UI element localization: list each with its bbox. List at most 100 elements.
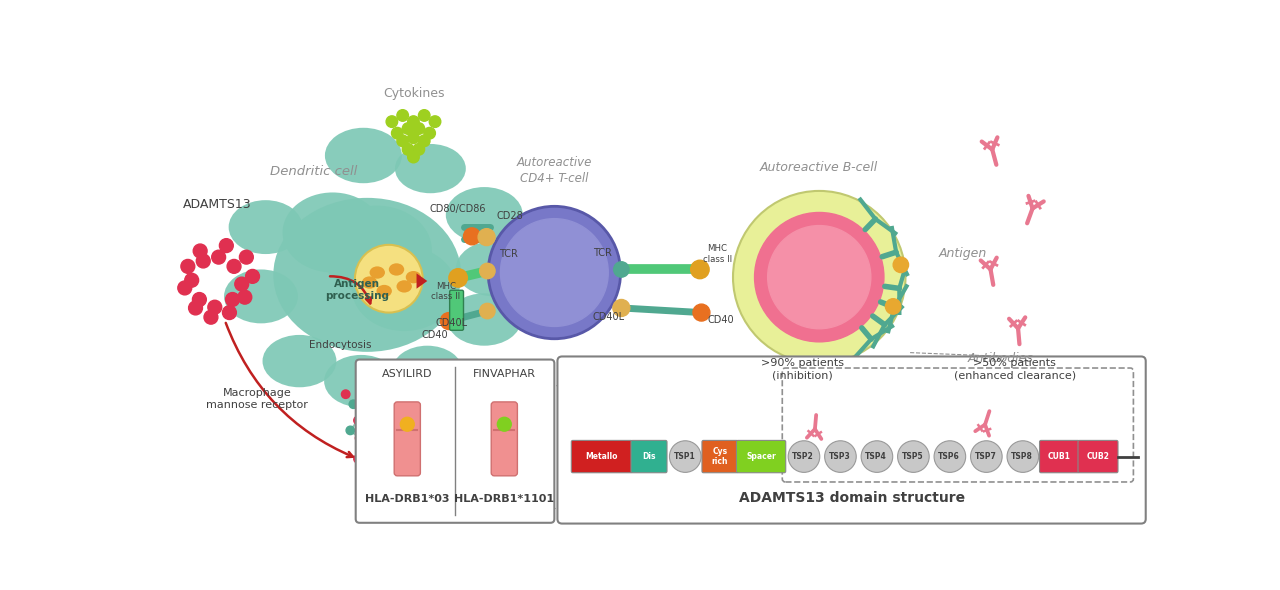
FancyBboxPatch shape xyxy=(449,290,463,330)
Circle shape xyxy=(893,257,909,273)
Circle shape xyxy=(342,390,349,398)
Circle shape xyxy=(234,277,248,291)
Circle shape xyxy=(402,143,413,155)
FancyBboxPatch shape xyxy=(736,440,786,473)
Circle shape xyxy=(407,132,420,143)
Circle shape xyxy=(419,110,430,121)
Text: FINVAPHAR: FINVAPHAR xyxy=(472,369,536,379)
Text: CD40: CD40 xyxy=(421,330,448,340)
Ellipse shape xyxy=(325,128,402,183)
Circle shape xyxy=(479,229,495,245)
Circle shape xyxy=(356,434,364,442)
Circle shape xyxy=(387,116,398,127)
FancyBboxPatch shape xyxy=(356,359,554,523)
Text: TSP7: TSP7 xyxy=(974,452,997,461)
Text: HLA-DRB1*03: HLA-DRB1*03 xyxy=(365,494,449,504)
Circle shape xyxy=(407,151,420,163)
Circle shape xyxy=(178,281,192,295)
Text: Dendritic cell: Dendritic cell xyxy=(270,165,357,178)
Circle shape xyxy=(613,300,630,316)
Circle shape xyxy=(692,304,710,321)
Circle shape xyxy=(788,441,819,473)
Circle shape xyxy=(897,441,929,473)
Ellipse shape xyxy=(352,247,457,331)
Circle shape xyxy=(1007,441,1038,473)
Text: CD80/CD86: CD80/CD86 xyxy=(430,204,486,214)
Text: ADAMTS13: ADAMTS13 xyxy=(183,198,251,211)
Text: TSP4: TSP4 xyxy=(865,452,887,461)
Ellipse shape xyxy=(447,293,521,346)
Ellipse shape xyxy=(262,335,337,387)
Text: HLA-DRB1*1101: HLA-DRB1*1101 xyxy=(454,494,554,504)
Ellipse shape xyxy=(396,144,466,194)
FancyBboxPatch shape xyxy=(1078,440,1117,473)
Text: CD40L: CD40L xyxy=(435,317,467,327)
Ellipse shape xyxy=(370,266,385,278)
Text: TSP1: TSP1 xyxy=(673,452,695,461)
Circle shape xyxy=(246,270,260,283)
Text: CD28: CD28 xyxy=(497,211,524,221)
Circle shape xyxy=(353,455,362,463)
Text: CUB2: CUB2 xyxy=(1087,452,1110,461)
Ellipse shape xyxy=(445,187,522,242)
Text: TCR: TCR xyxy=(593,248,612,258)
Text: >50% patients
(enhanced clearance): >50% patients (enhanced clearance) xyxy=(954,358,1076,381)
Ellipse shape xyxy=(224,270,298,323)
Circle shape xyxy=(861,441,892,473)
Ellipse shape xyxy=(274,198,461,352)
Circle shape xyxy=(238,290,252,304)
Circle shape xyxy=(372,439,380,448)
Circle shape xyxy=(192,293,206,306)
Text: TSP2: TSP2 xyxy=(792,452,814,461)
Circle shape xyxy=(239,250,253,264)
Circle shape xyxy=(365,449,372,458)
FancyBboxPatch shape xyxy=(571,440,632,473)
Text: Autoreactive
CD4+ T-cell: Autoreactive CD4+ T-cell xyxy=(517,156,593,185)
Circle shape xyxy=(424,127,435,139)
Circle shape xyxy=(824,441,856,473)
Circle shape xyxy=(188,301,202,315)
Circle shape xyxy=(419,135,430,147)
Circle shape xyxy=(219,239,233,253)
Circle shape xyxy=(358,395,367,403)
Text: Antibodies: Antibodies xyxy=(968,352,1034,365)
Circle shape xyxy=(204,310,218,324)
Circle shape xyxy=(366,430,375,438)
Polygon shape xyxy=(416,273,428,289)
Ellipse shape xyxy=(229,200,302,254)
Circle shape xyxy=(407,116,420,127)
Circle shape xyxy=(500,219,608,326)
Ellipse shape xyxy=(321,205,431,295)
Circle shape xyxy=(402,123,413,135)
Circle shape xyxy=(180,260,195,273)
Text: Antigen: Antigen xyxy=(938,247,987,260)
FancyBboxPatch shape xyxy=(558,356,1146,523)
Circle shape xyxy=(449,268,467,287)
Circle shape xyxy=(733,191,905,363)
Text: TSP5: TSP5 xyxy=(902,452,923,461)
Ellipse shape xyxy=(376,285,392,297)
Circle shape xyxy=(691,260,709,278)
FancyBboxPatch shape xyxy=(492,402,517,476)
Text: Dis: Dis xyxy=(643,452,655,461)
Text: Spacer: Spacer xyxy=(746,452,776,461)
Circle shape xyxy=(349,400,357,408)
Ellipse shape xyxy=(362,276,378,289)
Circle shape xyxy=(225,293,239,306)
Text: Metallo: Metallo xyxy=(586,452,618,461)
Circle shape xyxy=(346,426,355,435)
Circle shape xyxy=(223,306,237,320)
Text: Antigen
processing: Antigen processing xyxy=(325,280,389,301)
Ellipse shape xyxy=(283,192,383,273)
Circle shape xyxy=(480,303,495,319)
Circle shape xyxy=(207,300,221,314)
Circle shape xyxy=(196,254,210,268)
Circle shape xyxy=(392,127,403,139)
Circle shape xyxy=(397,135,408,147)
Circle shape xyxy=(440,313,457,330)
Text: TSP8: TSP8 xyxy=(1011,452,1033,461)
Circle shape xyxy=(886,299,901,314)
Text: Autoreactive B-cell: Autoreactive B-cell xyxy=(760,161,878,174)
Circle shape xyxy=(755,212,884,342)
FancyBboxPatch shape xyxy=(1039,440,1079,473)
